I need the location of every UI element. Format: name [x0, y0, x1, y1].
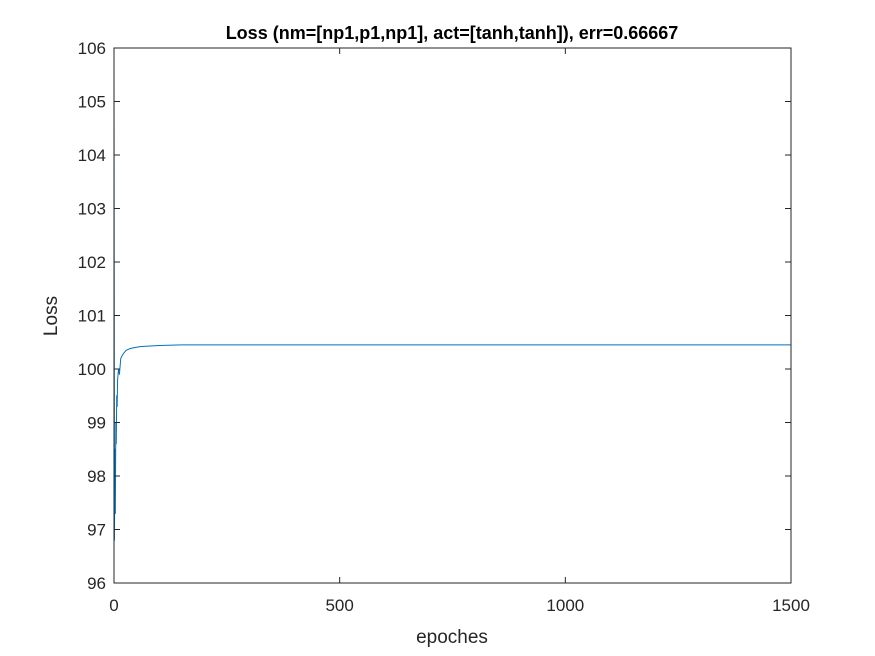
plot-area	[114, 48, 791, 583]
y-tick-label: 105	[78, 93, 106, 112]
y-axis-label: Loss	[41, 296, 62, 336]
x-tick-label: 1000	[546, 596, 584, 615]
y-axis-ticks: 96 97 98 99 100 101 102 103 104 105 106	[78, 39, 791, 593]
x-axis-label: epoches	[416, 627, 488, 648]
y-tick-label: 101	[78, 307, 106, 326]
x-tick-label: 500	[325, 596, 353, 615]
x-tick-label: 1500	[772, 596, 810, 615]
y-tick-label: 103	[78, 200, 106, 219]
chart-title: Loss (nm=[np1,p1,np1], act=[tanh,tanh]),…	[226, 23, 679, 43]
y-tick-label: 98	[87, 467, 106, 486]
x-axis-ticks: 0 500 1000 1500	[109, 48, 810, 615]
series-layer	[113, 58, 791, 541]
y-tick-label: 104	[78, 146, 106, 165]
y-tick-label: 102	[78, 253, 106, 272]
y-tick-label: 96	[87, 574, 106, 593]
y-tick-label: 106	[78, 39, 106, 58]
y-tick-label: 99	[87, 414, 106, 433]
x-tick-label: 0	[109, 596, 118, 615]
y-tick-label: 100	[78, 360, 106, 379]
y-tick-label: 97	[87, 521, 106, 540]
loss-series-line-0	[113, 58, 791, 541]
